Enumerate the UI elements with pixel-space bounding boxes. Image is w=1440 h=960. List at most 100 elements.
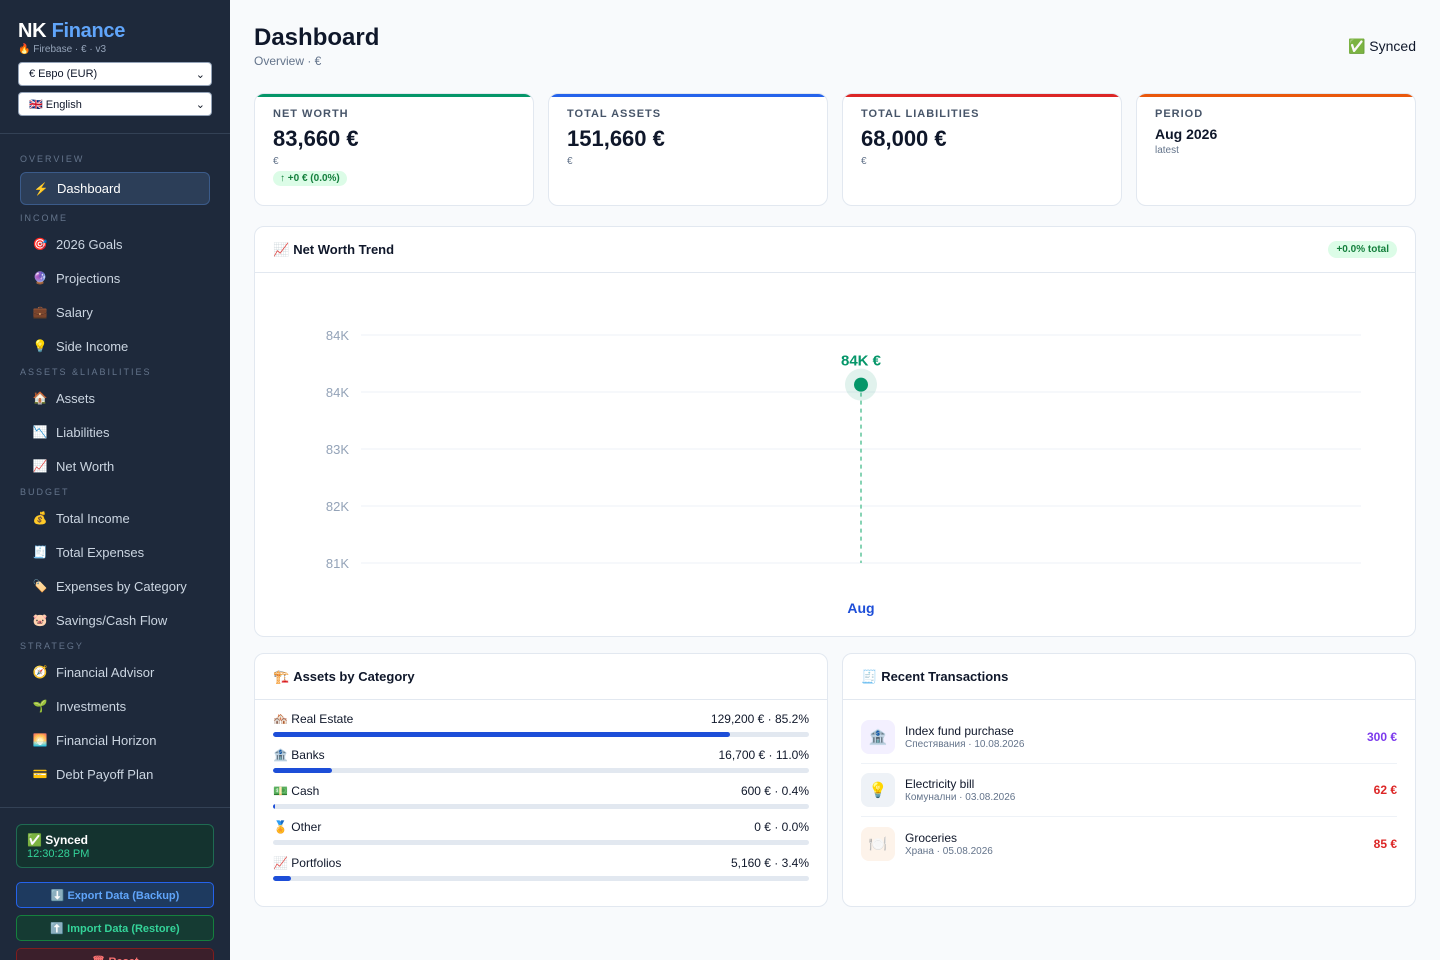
kpi-label: NET WORTH (273, 108, 349, 120)
kpi-label: PERIOD (1155, 108, 1204, 120)
kpi-unit: € (567, 156, 573, 167)
kpi-value: 83,660 € (273, 126, 359, 151)
transaction-row[interactable]: 💡 Electricity bill Комунални · 03.08.2026 6… (861, 764, 1397, 817)
sidebar-divider (0, 133, 230, 134)
reset-button[interactable]: 🗑 Reset (16, 948, 214, 960)
sidebar-item-total-expenses[interactable]: 🧾 Total Expenses (0, 535, 230, 569)
y-tick-label: 84K (326, 328, 349, 343)
sync-status-time: 12:30:28 PM (27, 848, 90, 860)
construction-icon: 🏗️ (273, 668, 290, 684)
sidebar: NK Finance 🔥 Firebase · € · v3 € Евро (E… (0, 0, 230, 960)
transaction-row[interactable]: 🍽️ Groceries Храна · 05.08.2026 85 € (861, 817, 1397, 870)
nav-section-income: INCOME (20, 213, 68, 223)
nav-section-assets-liabilities: ASSETS &LIABILITIES (20, 367, 152, 377)
transaction-row[interactable]: 🏦 Index fund purchase Спестявания · 10.08.… (861, 711, 1397, 764)
sidebar-item-expenses-by-category[interactable]: 🏷️ Expenses by Category (0, 569, 230, 603)
sidebar-item-label: Total Income (56, 510, 130, 526)
sidebar-item-label: Savings/Cash Flow (56, 612, 168, 628)
kpi-label: TOTAL ASSETS (567, 108, 662, 120)
currency-select[interactable]: € Евро (EUR) ⌄ (18, 62, 212, 86)
sidebar-item-side-income[interactable]: 💡 Side Income (0, 329, 230, 363)
sidebar-item-horizon[interactable]: 🌅 Financial Horizon (0, 723, 230, 757)
y-tick-label: 83K (326, 442, 349, 457)
sidebar-item-advisor[interactable]: 🧭 Financial Advisor (0, 655, 230, 689)
kpi-change-badge: ↑ +0 € (0.0%) (273, 171, 347, 186)
sidebar-item-investments[interactable]: 🌱 Investments (0, 689, 230, 723)
asset-progress-fill (273, 732, 730, 737)
transaction-category-icon: 🍽️ (861, 826, 895, 861)
kpi-unit: € (273, 156, 279, 167)
import-data-button[interactable]: ⬆️ Import Data (Restore) (16, 915, 214, 941)
target-icon: 🎯 (32, 237, 48, 251)
language-select[interactable]: 🇬🇧 English ⌄ (18, 92, 212, 116)
sidebar-item-liabilities[interactable]: 📉 Liabilities (0, 415, 230, 449)
asset-category-value: 129,200 € · 85.2% (710, 712, 809, 726)
briefcase-icon: 💼 (32, 305, 48, 319)
net-worth-chart: 84K 84K 83K 82K 81K 84K € Aug (326, 328, 1361, 616)
asset-category-icon: 💵 (273, 784, 288, 798)
asset-category-row: 🏘️ Real Estate 129,200 € · 85.2% (273, 712, 809, 737)
sidebar-item-label: Assets (56, 390, 96, 406)
header-sync-status: ✅ Synced (1347, 38, 1416, 54)
asset-progress-fill (273, 804, 276, 809)
card-header: 🏗️ Assets by Category (255, 654, 827, 700)
asset-category-icon: 🏅 (273, 820, 288, 834)
sidebar-item-net-worth[interactable]: 📈 Net Worth (0, 449, 230, 483)
asset-category-icon: 🏘️ (273, 712, 288, 726)
compass-icon: 🧭 (32, 665, 48, 679)
kpi-value: Aug 2026 (1155, 126, 1218, 142)
asset-category-name: 🏦 Banks (273, 748, 325, 762)
seedling-icon: 🌱 (32, 699, 48, 713)
nav-section-strategy: STRATEGY (20, 641, 84, 651)
y-tick-label: 84K (326, 385, 349, 400)
transaction-amount: 62 € (1373, 783, 1397, 797)
sidebar-item-label: Liabilities (56, 424, 110, 440)
sidebar-item-label: Total Expenses (56, 544, 145, 560)
asset-progress-track (273, 768, 809, 773)
page-title: Dashboard (254, 24, 380, 51)
sidebar-item-dashboard[interactable]: ⚡ Dashboard (20, 172, 210, 205)
kpi-net-worth: NET WORTH 83,660 € € ↑ +0 € (0.0%) (254, 93, 534, 206)
sidebar-nav: OVERVIEW ⚡ Dashboard INCOME 🎯 2026 Goals … (0, 150, 230, 791)
sidebar-item-assets[interactable]: 🏠 Assets (0, 381, 230, 415)
card-header: 🧾 Recent Transactions (843, 654, 1415, 700)
chevron-down-icon: ⌄ (195, 68, 205, 81)
lightbulb-icon: 💡 (32, 339, 48, 353)
asset-category-value: 0 € · 0.0% (754, 820, 809, 834)
sidebar-item-total-income[interactable]: 💰 Total Income (0, 501, 230, 535)
sidebar-item-goals[interactable]: 🎯 2026 Goals (0, 227, 230, 261)
kpi-unit: latest (1155, 145, 1179, 156)
lightning-icon: ⚡ (33, 181, 49, 196)
tag-icon: 🏷️ (32, 579, 48, 593)
y-tick-label: 81K (326, 556, 349, 571)
sidebar-item-savings[interactable]: 🐷 Savings/Cash Flow (0, 603, 230, 637)
asset-category-value: 5,160 € · 3.4% (730, 856, 809, 870)
chart-up-icon: 📈 (273, 241, 290, 257)
transaction-name: Index fund purchase (905, 724, 1014, 738)
data-label: 84K € (841, 353, 882, 370)
asset-category-icon: 🏦 (273, 748, 288, 762)
kpi-unit: € (861, 156, 867, 167)
recent-transactions-card: 🧾 Recent Transactions 🏦 Index fund purchas… (842, 653, 1416, 907)
net-worth-trend-card: 📈 Net Worth Trend +0.0% total 84K 84K 83K 82… (254, 226, 1416, 637)
trend-total-badge: +0.0% total (1328, 241, 1397, 258)
asset-progress-track (273, 732, 809, 737)
sidebar-item-label: Side Income (56, 338, 129, 354)
sidebar-item-debt[interactable]: 💳 Debt Payoff Plan (0, 757, 230, 791)
sidebar-item-projections[interactable]: 🔮 Projections (0, 261, 230, 295)
transaction-name: Groceries (905, 830, 958, 845)
x-tick-label: Aug (847, 600, 874, 616)
export-data-button[interactable]: ⬇️ Export Data (Backup) (16, 882, 214, 908)
asset-category-row: 📈 Portfolios 5,160 € · 3.4% (273, 856, 809, 881)
asset-category-name: 💵 Cash (273, 784, 320, 798)
page-subtitle: Overview · € (254, 54, 322, 68)
asset-progress-fill (273, 876, 292, 881)
sidebar-item-label: Debt Payoff Plan (56, 766, 154, 782)
house-icon: 🏠 (32, 391, 48, 405)
asset-progress-fill (273, 768, 332, 773)
sidebar-item-label: Financial Horizon (56, 732, 157, 748)
sidebar-item-salary[interactable]: 💼 Salary (0, 295, 230, 329)
data-point (854, 377, 868, 392)
assets-by-category-card: 🏗️ Assets by Category 🏘️ Real Estate 129,2… (254, 653, 828, 907)
sync-status-title: ✅ Synced (27, 833, 88, 847)
